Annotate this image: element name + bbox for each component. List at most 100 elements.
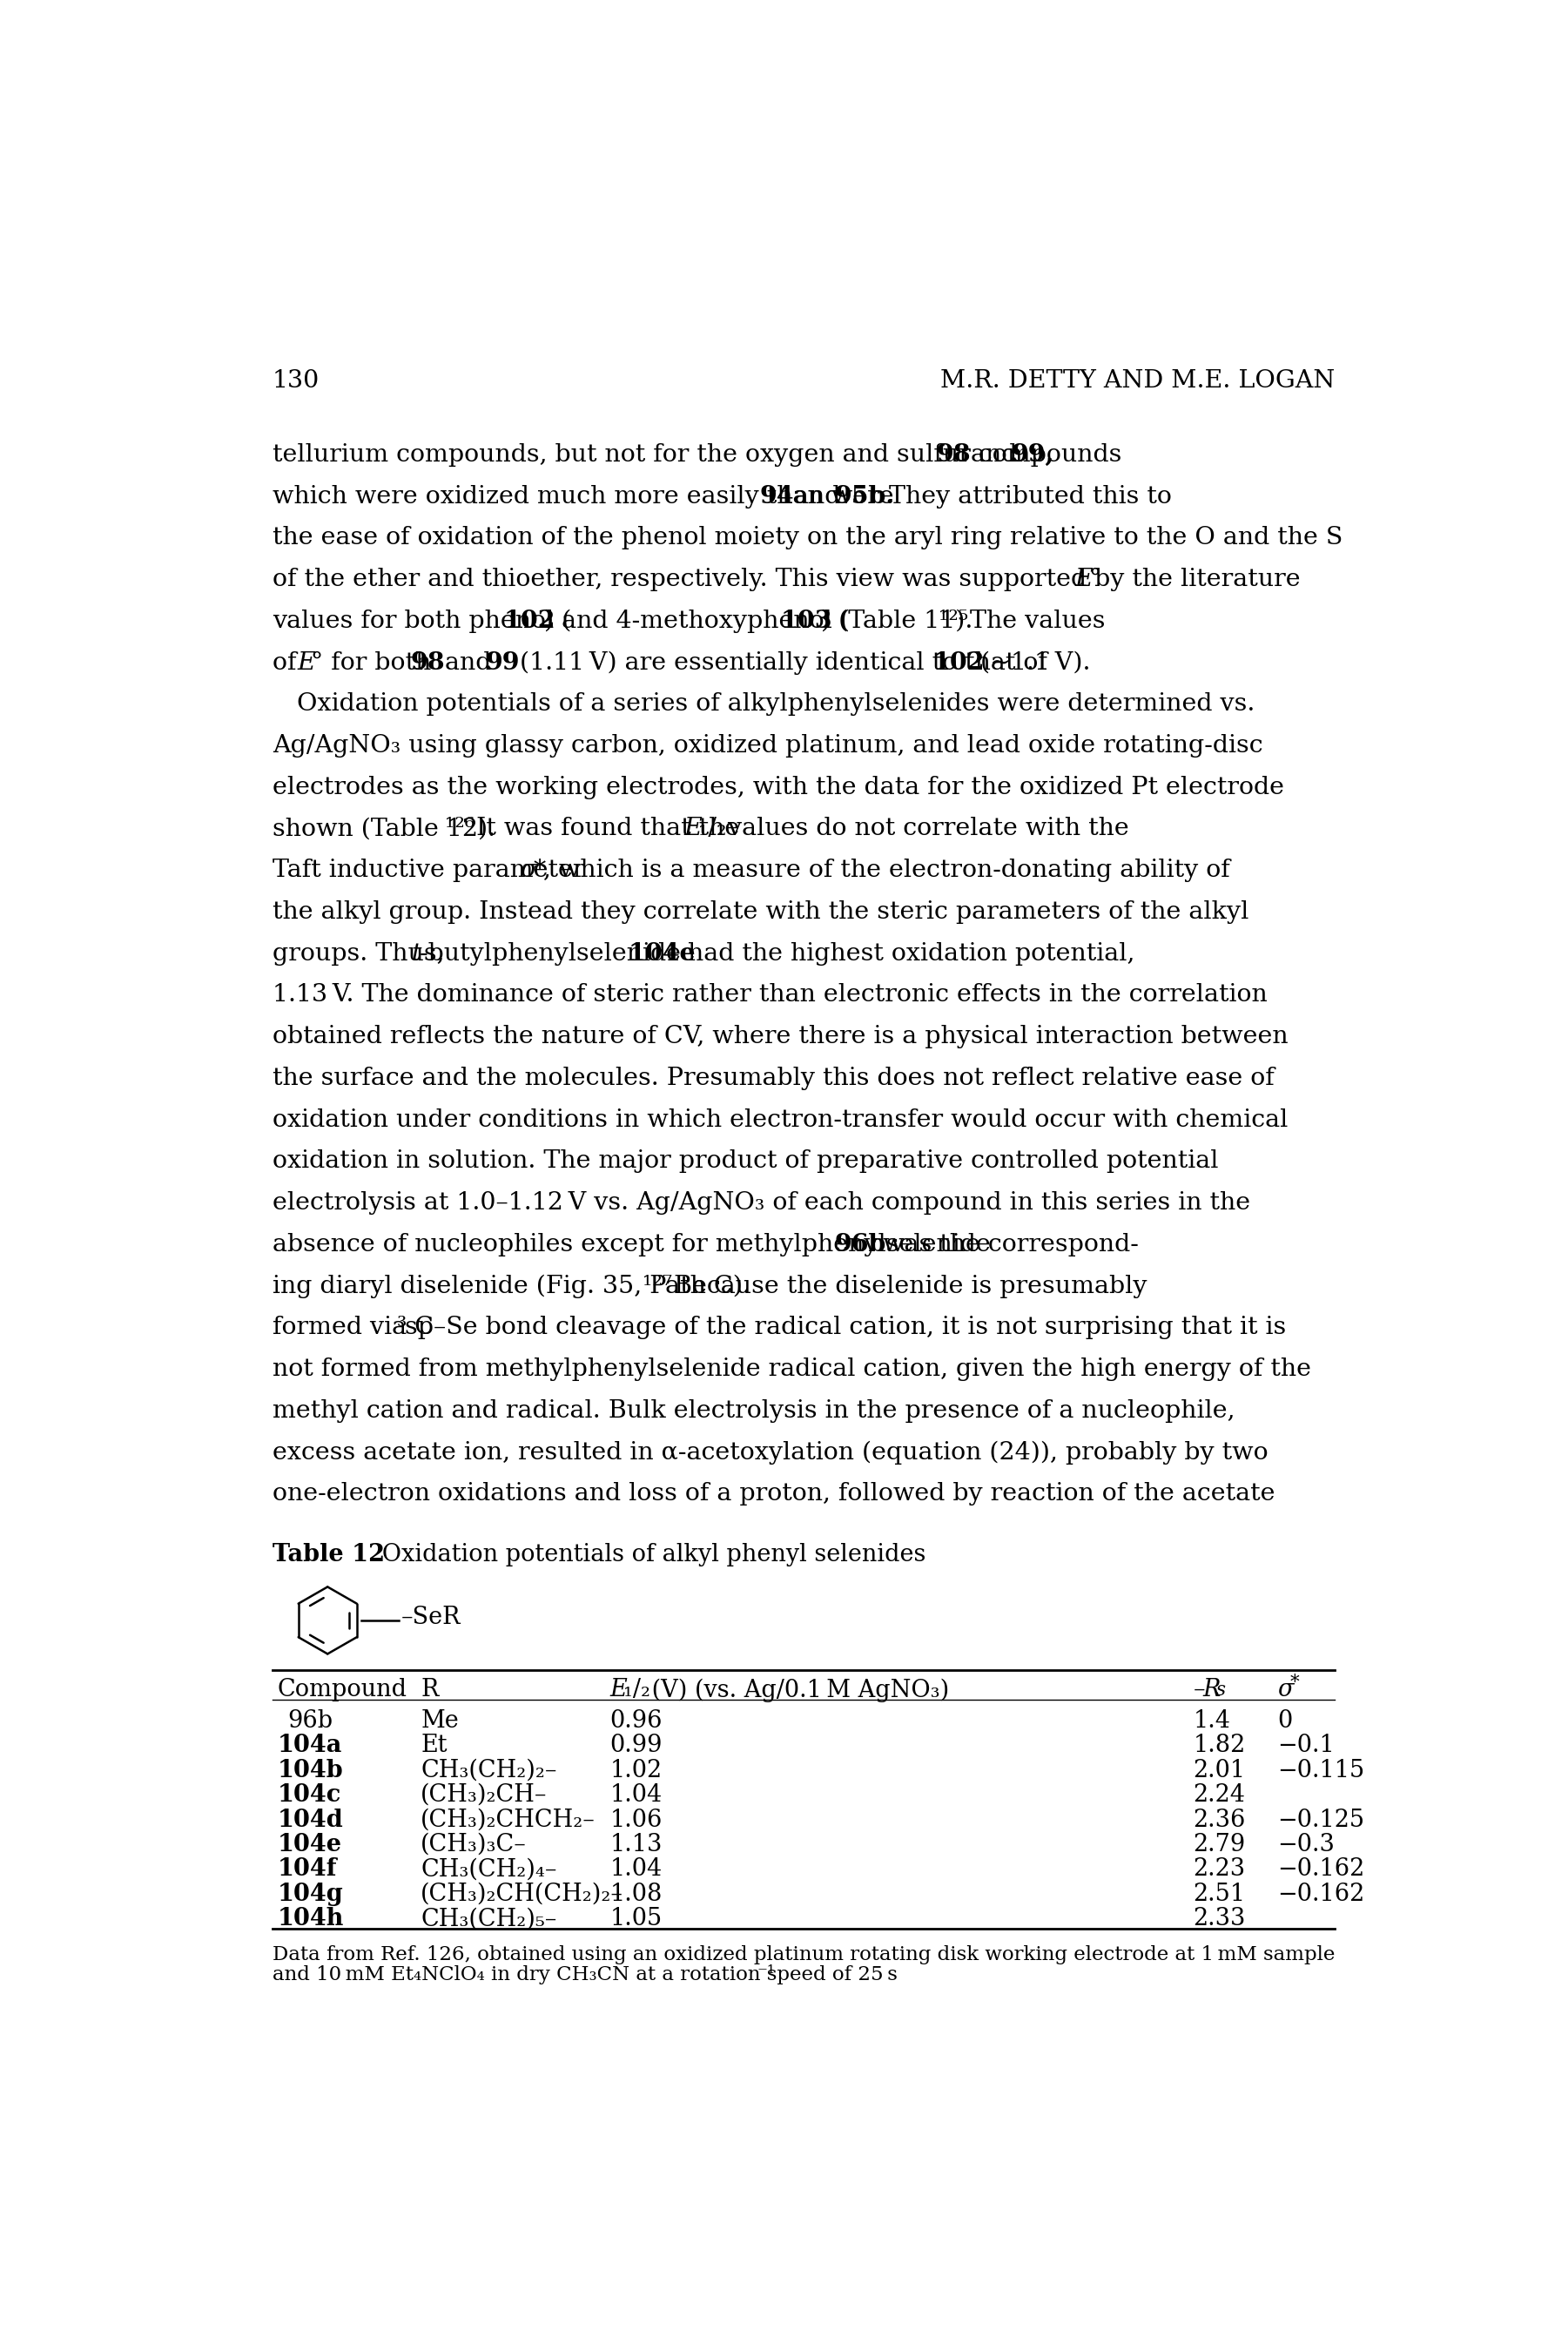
Text: 96b: 96b bbox=[834, 1232, 886, 1255]
Text: 1.4: 1.4 bbox=[1193, 1709, 1231, 1733]
Text: *: * bbox=[533, 858, 546, 882]
Text: σ: σ bbox=[1278, 1679, 1294, 1702]
Text: 1.13: 1.13 bbox=[610, 1834, 662, 1857]
Text: electrodes as the working electrodes, with the data for the oxidized Pt electrod: electrodes as the working electrodes, wi… bbox=[273, 776, 1284, 799]
Text: R: R bbox=[1203, 1679, 1220, 1702]
Text: and: and bbox=[787, 484, 848, 508]
Text: 1.04: 1.04 bbox=[610, 1784, 662, 1808]
Text: ° for both: ° for both bbox=[310, 651, 439, 675]
Text: (∼1.1 V).: (∼1.1 V). bbox=[972, 651, 1091, 675]
Text: 103: 103 bbox=[781, 609, 833, 632]
Text: 104e: 104e bbox=[278, 1834, 342, 1857]
Text: not formed from methylphenylselenide radical cation, given the high energy of th: not formed from methylphenylselenide rad… bbox=[273, 1357, 1311, 1380]
Text: 0.99: 0.99 bbox=[610, 1733, 662, 1756]
Text: absence of nucleophiles except for methylphenylselenide: absence of nucleophiles except for methy… bbox=[273, 1232, 999, 1255]
Text: ₁/₂: ₁/₂ bbox=[622, 1679, 649, 1702]
Text: 95b.: 95b. bbox=[834, 484, 895, 508]
Text: methyl cation and radical. Bulk electrolysis in the presence of a nucleophile,: methyl cation and radical. Bulk electrol… bbox=[273, 1399, 1234, 1422]
Text: CH₃(CH₂)₅–: CH₃(CH₂)₅– bbox=[420, 1907, 557, 1930]
Text: ₁/₂: ₁/₂ bbox=[698, 818, 726, 842]
Text: ) and 4-methoxyphenol (: ) and 4-methoxyphenol ( bbox=[544, 609, 850, 632]
Text: 98: 98 bbox=[411, 651, 445, 675]
Text: oxidation under conditions in which electron-transfer would occur with chemical: oxidation under conditions in which elec… bbox=[273, 1107, 1287, 1131]
Text: ¹²⁷: ¹²⁷ bbox=[643, 1274, 673, 1298]
Text: which were oxidized much more easily than were: which were oxidized much more easily tha… bbox=[273, 484, 902, 508]
Text: 99,: 99, bbox=[1011, 442, 1054, 465]
Text: 104c: 104c bbox=[278, 1784, 342, 1808]
Text: 104b: 104b bbox=[278, 1759, 343, 1782]
Text: was the correspond-: was the correspond- bbox=[875, 1232, 1138, 1255]
Text: oxidation in solution. The major product of preparative controlled potential: oxidation in solution. The major product… bbox=[273, 1150, 1218, 1173]
Text: They attributed this to: They attributed this to bbox=[881, 484, 1171, 508]
Text: ¹²⁶: ¹²⁶ bbox=[445, 818, 475, 842]
Text: 99: 99 bbox=[485, 651, 519, 675]
Text: 96b: 96b bbox=[289, 1709, 332, 1733]
Text: of: of bbox=[273, 651, 304, 675]
Text: 104h: 104h bbox=[278, 1907, 343, 1930]
Text: E: E bbox=[610, 1679, 627, 1702]
Text: 104g: 104g bbox=[278, 1883, 343, 1907]
Text: 102: 102 bbox=[933, 651, 985, 675]
Text: s: s bbox=[1217, 1681, 1226, 1700]
Text: Et: Et bbox=[420, 1733, 447, 1756]
Text: (CH₃)₂CH–: (CH₃)₂CH– bbox=[420, 1784, 547, 1808]
Text: Because the diselenide is presumably: Because the diselenide is presumably bbox=[666, 1274, 1146, 1298]
Text: σ: σ bbox=[521, 858, 538, 882]
Text: ⁻¹: ⁻¹ bbox=[757, 1965, 775, 1984]
Text: −0.162: −0.162 bbox=[1278, 1883, 1364, 1907]
Text: electrolysis at 1.0–1.12 V vs. Ag/AgNO₃ of each compound in this series in the: electrolysis at 1.0–1.12 V vs. Ag/AgNO₃ … bbox=[273, 1192, 1250, 1215]
Text: 98: 98 bbox=[936, 442, 971, 465]
Text: M.R. DETTY AND M.E. LOGAN: M.R. DETTY AND M.E. LOGAN bbox=[941, 369, 1334, 393]
Text: *: * bbox=[1290, 1674, 1300, 1693]
Text: 1.82: 1.82 bbox=[1193, 1733, 1245, 1756]
Text: Me: Me bbox=[420, 1709, 459, 1733]
Text: 104e: 104e bbox=[627, 943, 696, 966]
Text: values do not correlate with the: values do not correlate with the bbox=[720, 818, 1129, 842]
Text: 1.08: 1.08 bbox=[610, 1883, 662, 1907]
Text: CH₃(CH₂)₄–: CH₃(CH₂)₄– bbox=[420, 1857, 557, 1881]
Text: 0: 0 bbox=[1278, 1709, 1292, 1733]
Text: Taft inductive parameter: Taft inductive parameter bbox=[273, 858, 593, 882]
Text: formed via C: formed via C bbox=[273, 1317, 433, 1340]
Text: (CH₃)₃C–: (CH₃)₃C– bbox=[420, 1834, 527, 1857]
Text: (CH₃)₂CHCH₂–: (CH₃)₂CHCH₂– bbox=[420, 1808, 596, 1831]
Text: ) (Table 11).: ) (Table 11). bbox=[822, 609, 974, 632]
Text: ing diaryl diselenide (Fig. 35, Path C).: ing diaryl diselenide (Fig. 35, Path C). bbox=[273, 1274, 750, 1298]
Text: and: and bbox=[963, 442, 1025, 465]
Text: 130: 130 bbox=[273, 369, 320, 393]
Text: 2.24: 2.24 bbox=[1193, 1784, 1245, 1808]
Text: values for both phenol (: values for both phenol ( bbox=[273, 609, 571, 632]
Text: 1.13 V. The dominance of steric rather than electronic effects in the correlatio: 1.13 V. The dominance of steric rather t… bbox=[273, 983, 1267, 1006]
Text: −0.125: −0.125 bbox=[1278, 1808, 1364, 1831]
Text: shown (Table 12).: shown (Table 12). bbox=[273, 818, 495, 842]
Text: 2.23: 2.23 bbox=[1193, 1857, 1245, 1881]
Text: Oxidation potentials of a series of alkylphenylselenides were determined vs.: Oxidation potentials of a series of alky… bbox=[296, 694, 1254, 717]
Text: E: E bbox=[296, 651, 315, 675]
Text: obtained reflects the nature of CV, where there is a physical interaction betwee: obtained reflects the nature of CV, wher… bbox=[273, 1025, 1287, 1049]
Text: ³: ³ bbox=[397, 1317, 408, 1340]
Text: –: – bbox=[1193, 1679, 1206, 1702]
Text: −0.115: −0.115 bbox=[1278, 1759, 1364, 1782]
Text: 104d: 104d bbox=[278, 1808, 343, 1831]
Text: excess acetate ion, resulted in α-acetoxylation (equation (24)), probably by two: excess acetate ion, resulted in α-acetox… bbox=[273, 1441, 1269, 1465]
Text: Compound: Compound bbox=[278, 1679, 408, 1702]
Text: E: E bbox=[684, 818, 702, 842]
Text: 2.51: 2.51 bbox=[1193, 1883, 1245, 1907]
Text: The values: The values bbox=[961, 609, 1105, 632]
Text: 1.02: 1.02 bbox=[610, 1759, 662, 1782]
Text: and: and bbox=[437, 651, 499, 675]
Text: the surface and the molecules. Presumably this does not reflect relative ease of: the surface and the molecules. Presumabl… bbox=[273, 1067, 1275, 1091]
Text: (CH₃)₂CH(CH₂)₂–: (CH₃)₂CH(CH₂)₂– bbox=[420, 1883, 624, 1907]
Text: 1.06: 1.06 bbox=[610, 1808, 662, 1831]
Text: t: t bbox=[411, 943, 422, 966]
Text: 102: 102 bbox=[503, 609, 555, 632]
Text: the ease of oxidation of the phenol moiety on the aryl ring relative to the O an: the ease of oxidation of the phenol moie… bbox=[273, 527, 1342, 550]
Text: sp–Se bond cleavage of the radical cation, it is not surprising that it is: sp–Se bond cleavage of the radical catio… bbox=[405, 1317, 1286, 1340]
Text: 0.96: 0.96 bbox=[610, 1709, 662, 1733]
Text: Ag/AgNO₃ using glassy carbon, oxidized platinum, and lead oxide rotating-disc: Ag/AgNO₃ using glassy carbon, oxidized p… bbox=[273, 734, 1262, 757]
Text: CH₃(CH₂)₂–: CH₃(CH₂)₂– bbox=[420, 1759, 557, 1782]
Text: 104a: 104a bbox=[278, 1733, 342, 1756]
Text: , which is a measure of the electron-donating ability of: , which is a measure of the electron-don… bbox=[543, 858, 1229, 882]
Text: Table 12: Table 12 bbox=[273, 1542, 384, 1566]
Text: 104f: 104f bbox=[278, 1857, 337, 1881]
